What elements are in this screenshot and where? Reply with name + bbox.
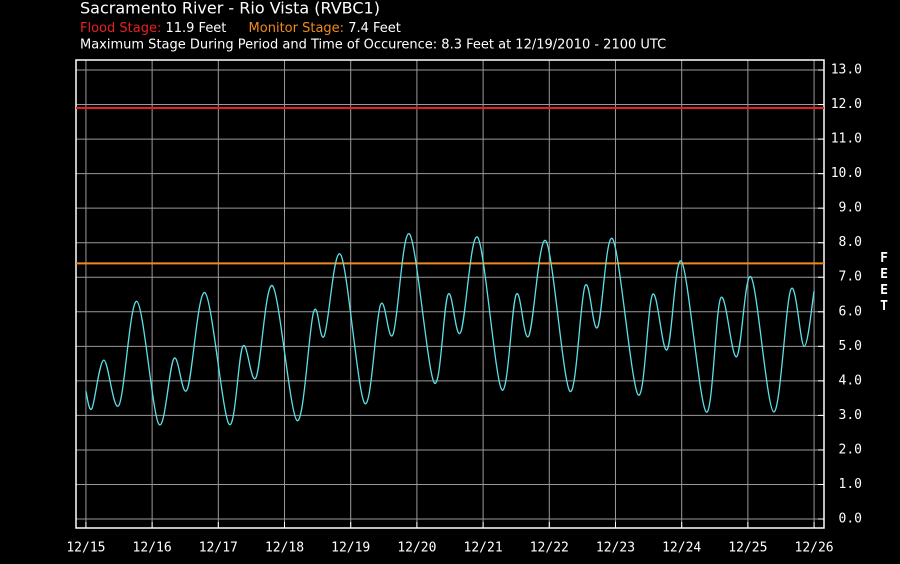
y-tick-label: 5.0: [839, 339, 862, 354]
y-tick-label: 1.0: [839, 477, 862, 492]
y-tick-label: 7.0: [839, 270, 862, 285]
y-tick-label: 4.0: [839, 373, 862, 388]
flood-stage-name: Flood Stage:: [80, 21, 161, 36]
y-tick-label: 12.0: [831, 97, 862, 112]
y-tick-label: 3.0: [839, 408, 862, 423]
x-tick-label: 12/16: [133, 541, 172, 556]
y-tick-label: 11.0: [831, 132, 862, 147]
y-tick-label: 2.0: [839, 442, 862, 457]
x-tick-label: 12/18: [265, 541, 304, 556]
x-tick-label: 12/23: [596, 541, 635, 556]
y-axis-label: FEET: [877, 251, 892, 315]
y-tick-label: 10.0: [831, 166, 862, 181]
x-tick-label: 12/25: [728, 541, 767, 556]
x-tick-label: 12/20: [397, 541, 436, 556]
monitor-stage-name: Monitor Stage:: [249, 21, 345, 36]
flood-stage-value: 11.9 Feet: [165, 21, 226, 36]
x-tick-label: 12/22: [530, 541, 569, 556]
x-tick-label: 12/17: [199, 541, 238, 556]
plot-frame: [75, 59, 825, 529]
y-tick-label: 13.0: [831, 63, 862, 78]
x-tick-label: 12/26: [795, 541, 834, 556]
annotation: Maximum Stage During Period and Time of …: [80, 38, 666, 53]
y-tick-label: 9.0: [839, 201, 862, 216]
y-tick-label: 6.0: [839, 304, 862, 319]
x-tick-label: 12/19: [331, 541, 370, 556]
monitor-stage-value: 7.4 Feet: [348, 21, 401, 36]
x-tick-label: 12/21: [464, 541, 503, 556]
y-tick-label: 8.0: [839, 235, 862, 250]
stage-series: [85, 233, 815, 426]
x-tick-label: 12/15: [66, 541, 105, 556]
x-tick-label: 12/24: [662, 541, 701, 556]
stage-info: Flood Stage: 11.9 Feet Monitor Stage: 7.…: [80, 21, 401, 36]
y-tick-label: 0.0: [839, 512, 862, 527]
chart-title: Sacramento River - Rio Vista (RVBC1): [80, 0, 380, 18]
